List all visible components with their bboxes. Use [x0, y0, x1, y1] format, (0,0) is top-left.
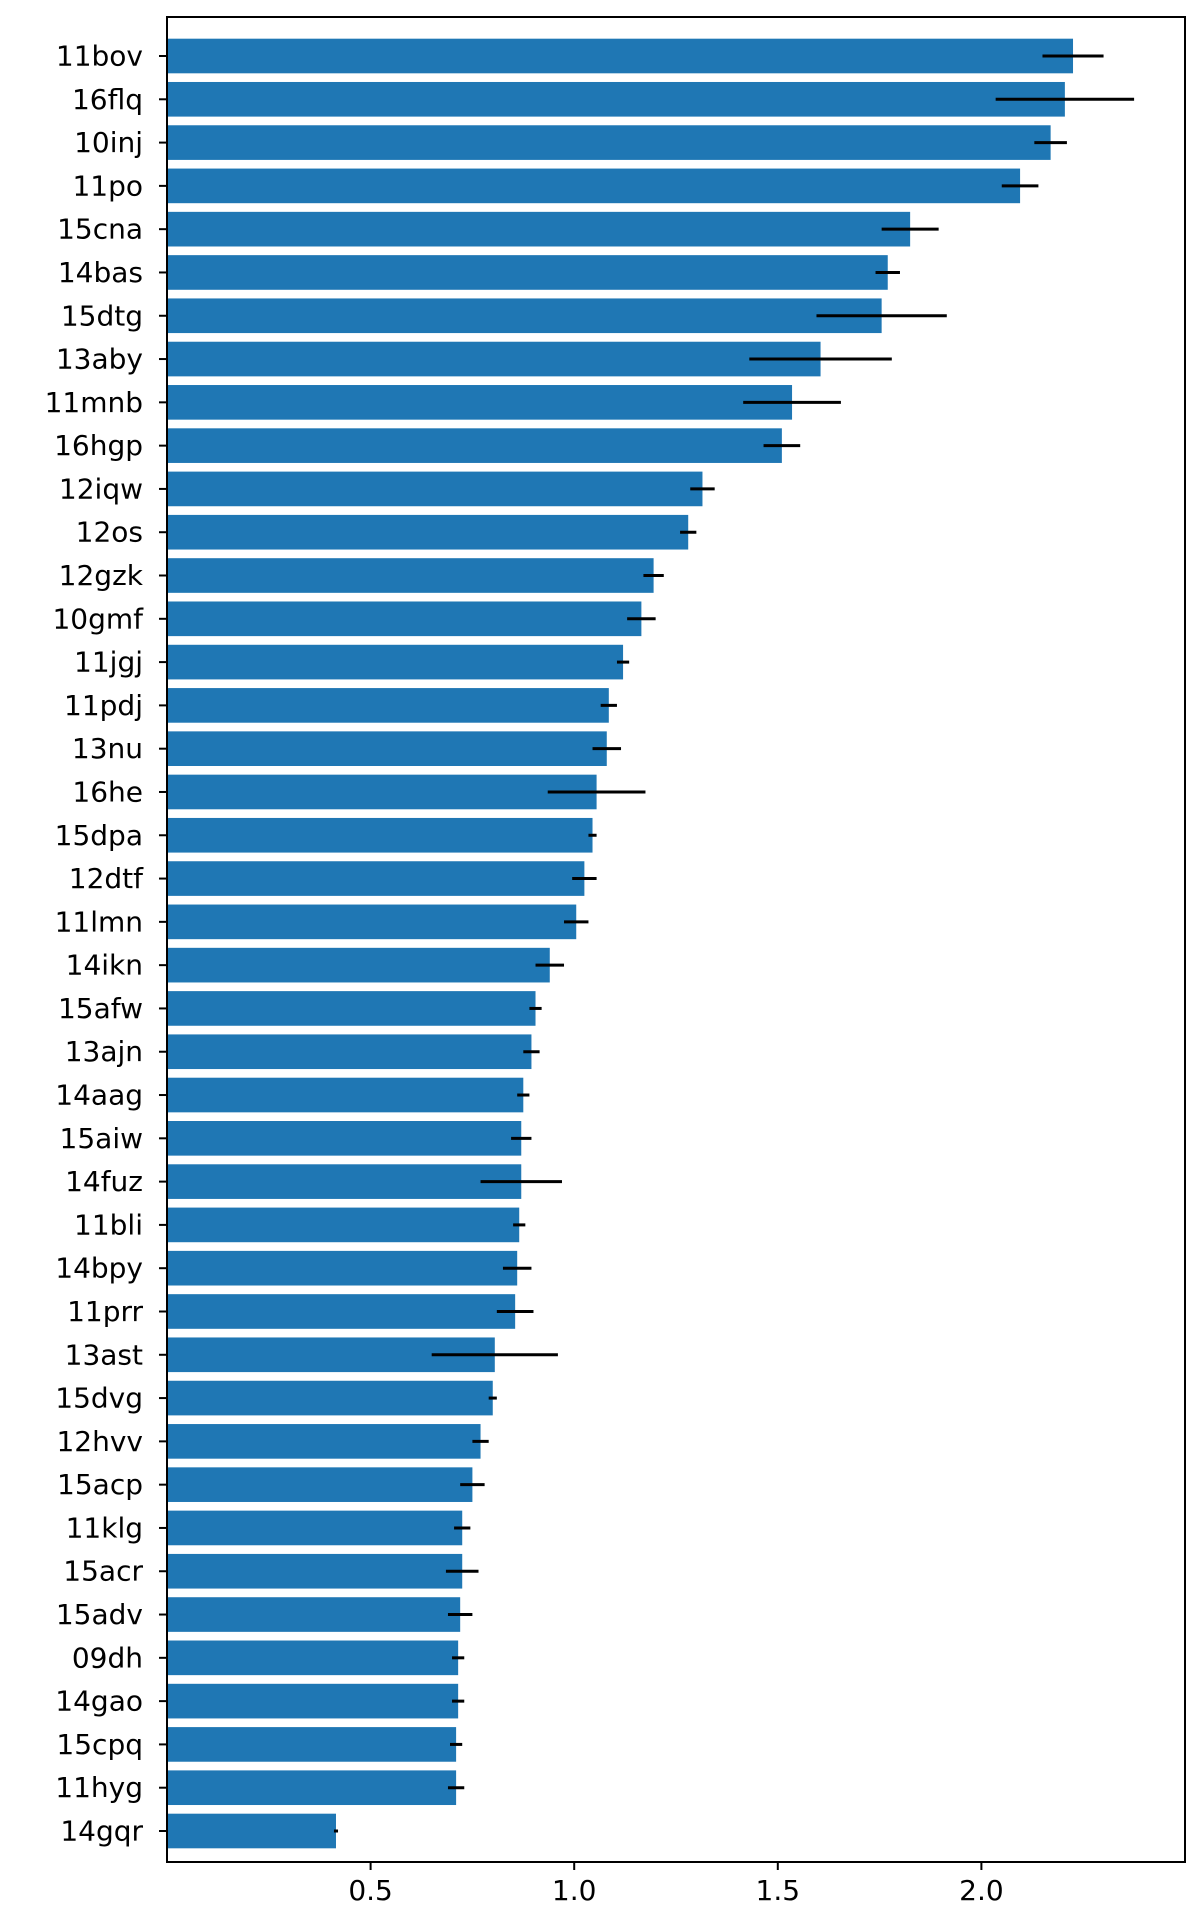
- y-tick-label: 12iqw: [59, 472, 143, 505]
- y-tick-label: 15cna: [57, 213, 143, 246]
- y-tick-label: 10gmf: [52, 602, 144, 635]
- y-tick-label: 15adv: [56, 1598, 143, 1631]
- y-tick-label: 16flq: [72, 83, 143, 116]
- y-tick-label: 13ast: [65, 1338, 143, 1371]
- x-tick-label: 1.0: [552, 1874, 597, 1907]
- y-tick-label: 15dpa: [55, 819, 143, 852]
- y-tick-label: 16he: [72, 775, 143, 808]
- y-tick-label: 15acr: [63, 1555, 143, 1588]
- y-tick-label: 14fuz: [65, 1165, 143, 1198]
- y-tick-label: 12gzk: [59, 559, 144, 592]
- y-tick-label: 15cpq: [56, 1728, 143, 1761]
- y-tick-label: 15acp: [57, 1468, 143, 1501]
- bar-15acp: [167, 1467, 473, 1502]
- bar-16hgp: [167, 428, 782, 463]
- bar-15acr: [167, 1553, 463, 1589]
- y-tick-label: 13ajn: [65, 1035, 143, 1068]
- bar-10inj: [167, 125, 1051, 160]
- bar-11klg: [167, 1510, 463, 1546]
- bar-12dtf: [167, 861, 585, 896]
- bar-11prr: [167, 1294, 516, 1329]
- y-tick-label: 11bli: [74, 1208, 143, 1241]
- y-tick-label: 15afw: [58, 992, 143, 1025]
- bar-12iqw: [167, 471, 703, 507]
- y-tick-label: 12os: [76, 516, 143, 549]
- bar-15cna: [167, 211, 911, 247]
- bar-12hvv: [167, 1424, 481, 1459]
- bar-11jgj: [167, 644, 624, 680]
- bars-group: [167, 38, 1074, 1849]
- y-tick-label: 11lmn: [55, 905, 143, 938]
- bar-13nu: [167, 731, 607, 766]
- bar-15dvg: [167, 1380, 493, 1416]
- y-tick-label: 14bpy: [55, 1252, 143, 1285]
- bar-11pdj: [167, 688, 609, 723]
- y-tick-label: 11prr: [67, 1295, 143, 1328]
- bar-12gzk: [167, 558, 654, 593]
- bar-14gqr: [167, 1813, 336, 1849]
- bar-14bpy: [167, 1250, 518, 1286]
- y-tick-label: 11klg: [66, 1511, 143, 1544]
- bar-15aiw: [167, 1121, 522, 1156]
- y-tick-label: 13aby: [56, 343, 143, 376]
- bar-10gmf: [167, 601, 642, 637]
- x-tick-label: 2.0: [959, 1874, 1004, 1907]
- y-tick-label: 11bov: [56, 40, 143, 73]
- y-tick-label: 11hyg: [55, 1771, 143, 1804]
- x-tick-label: 0.5: [348, 1874, 393, 1907]
- bar-11lmn: [167, 904, 577, 940]
- y-tick-label: 15dtg: [61, 299, 143, 332]
- bar-15adv: [167, 1597, 461, 1632]
- y-tick-labels: 11bov 16flq 10inj 11po 15cna 14bas 15dtg 13aby 1…: [45, 40, 167, 1848]
- bar-14gao: [167, 1683, 459, 1719]
- y-tick-label: 12hvv: [56, 1425, 143, 1458]
- bar-16flq: [167, 81, 1065, 117]
- y-tick-label: 12dtf: [69, 862, 144, 895]
- y-tick-label: 10inj: [74, 126, 143, 159]
- y-tick-label: 11po: [72, 169, 143, 202]
- y-tick-label: 11pdj: [64, 689, 143, 722]
- y-tick-label: 14ikn: [66, 949, 143, 982]
- bar-14ikn: [167, 947, 550, 983]
- y-tick-label: 15dvg: [55, 1382, 143, 1415]
- y-tick-label: 11jgj: [74, 646, 143, 679]
- bar-11po: [167, 168, 1021, 204]
- x-tick-label: 1.5: [756, 1874, 801, 1907]
- bar-15dtg: [167, 298, 882, 334]
- bar-14aag: [167, 1077, 524, 1113]
- bar-12os: [167, 514, 689, 550]
- y-tick-label: 09dh: [72, 1641, 143, 1674]
- bar-15dpa: [167, 817, 593, 853]
- bar-09dh: [167, 1640, 459, 1676]
- x-ticks: 0.5 1.0 1.5 2.0: [348, 1862, 1004, 1907]
- y-tick-label: 14aag: [55, 1079, 143, 1112]
- bar-11mnb: [167, 385, 793, 420]
- y-tick-label: 14gqr: [60, 1815, 143, 1848]
- bar-11bov: [167, 38, 1074, 74]
- bar-15cpq: [167, 1727, 457, 1762]
- y-tick-label: 15aiw: [60, 1122, 143, 1155]
- bar-16he: [167, 774, 597, 810]
- bar-13aby: [167, 341, 821, 377]
- bar-14bas: [167, 255, 888, 290]
- bar-15afw: [167, 991, 536, 1026]
- error-bars-group: [333, 54, 1135, 1833]
- y-tick-label: 14bas: [58, 256, 143, 289]
- bar-11bli: [167, 1207, 520, 1243]
- y-tick-label: 14gao: [55, 1685, 143, 1718]
- bar-13ajn: [167, 1034, 532, 1070]
- y-tick-label: 11mnb: [45, 386, 143, 419]
- plot-frame: [166, 16, 1186, 1863]
- y-tick-label: 13nu: [72, 732, 143, 765]
- bar-11hyg: [167, 1770, 457, 1806]
- y-tick-label: 16hgp: [54, 429, 143, 462]
- bar-14fuz: [167, 1164, 522, 1199]
